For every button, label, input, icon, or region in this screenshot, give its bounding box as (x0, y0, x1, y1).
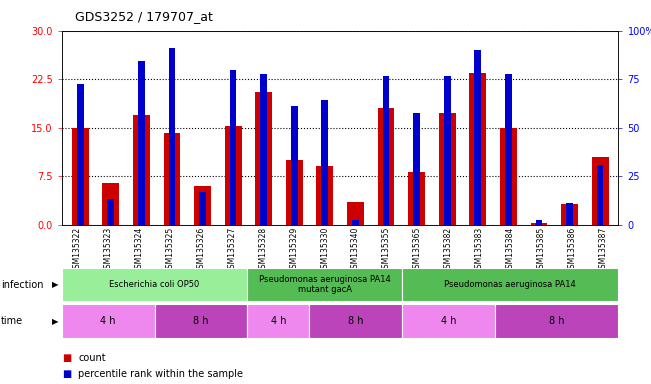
Bar (505, 74, 512, 225)
Bar (138, 61, 145, 225)
Bar (62, 268, 247, 301)
Bar (316, 167, 333, 225)
Bar (102, 183, 119, 225)
Text: GSM135326: GSM135326 (197, 227, 206, 273)
Text: percentile rank within the sample: percentile rank within the sample (78, 369, 243, 379)
Text: 8 h: 8 h (193, 316, 209, 326)
Text: Pseudomonas aeruginosa PA14
mutant gacA: Pseudomonas aeruginosa PA14 mutant gacA (259, 275, 391, 294)
Text: count: count (78, 353, 105, 363)
Bar (133, 115, 150, 225)
Bar (225, 126, 242, 225)
Text: GSM135322: GSM135322 (73, 227, 82, 273)
Text: GSM135383: GSM135383 (475, 227, 484, 273)
Bar (291, 106, 298, 225)
Text: GSM135386: GSM135386 (568, 227, 577, 273)
Text: 8 h: 8 h (348, 316, 363, 326)
Bar (169, 48, 175, 225)
Text: time: time (1, 316, 23, 326)
Text: GSM135325: GSM135325 (165, 227, 174, 273)
Bar (597, 164, 603, 225)
Bar (402, 268, 618, 301)
Bar (154, 304, 247, 338)
Text: GSM135385: GSM135385 (536, 227, 546, 273)
Bar (536, 220, 542, 225)
Bar (469, 73, 486, 225)
Text: GSM135329: GSM135329 (289, 227, 298, 273)
Bar (163, 133, 180, 225)
Text: ■: ■ (62, 353, 71, 363)
Bar (383, 76, 389, 225)
Bar (402, 304, 495, 338)
Text: 4 h: 4 h (100, 316, 116, 326)
Text: Pseudomonas aeruginosa PA14: Pseudomonas aeruginosa PA14 (445, 280, 576, 289)
Bar (77, 84, 83, 225)
Bar (439, 113, 456, 225)
Text: infection: infection (1, 280, 43, 290)
Bar (408, 172, 425, 225)
Text: 8 h: 8 h (549, 316, 564, 326)
Bar (199, 192, 206, 225)
Bar (107, 199, 114, 225)
Text: ▶: ▶ (52, 280, 59, 289)
Text: GSM135327: GSM135327 (227, 227, 236, 273)
Bar (475, 50, 481, 225)
Bar (444, 76, 450, 225)
Bar (322, 100, 328, 225)
Bar (413, 113, 420, 225)
Bar (194, 186, 211, 225)
Text: ■: ■ (62, 369, 71, 379)
Bar (247, 268, 402, 301)
Bar (230, 70, 236, 225)
Bar (247, 304, 309, 338)
Text: GSM135328: GSM135328 (258, 227, 268, 273)
Text: 4 h: 4 h (441, 316, 456, 326)
Text: GSM135384: GSM135384 (506, 227, 515, 273)
Bar (592, 157, 609, 225)
Bar (531, 223, 547, 225)
Text: GSM135323: GSM135323 (104, 227, 113, 273)
Text: GSM135324: GSM135324 (135, 227, 144, 273)
Bar (347, 202, 364, 225)
Text: ▶: ▶ (52, 316, 59, 326)
Bar (566, 203, 573, 225)
Bar (500, 128, 517, 225)
Bar (309, 304, 402, 338)
Text: GSM135340: GSM135340 (351, 227, 360, 273)
Text: 4 h: 4 h (271, 316, 286, 326)
Text: GSM135387: GSM135387 (598, 227, 607, 273)
Bar (495, 304, 618, 338)
Text: GDS3252 / 179707_at: GDS3252 / 179707_at (75, 10, 213, 23)
Text: GSM135365: GSM135365 (413, 227, 422, 273)
Bar (72, 128, 89, 225)
Text: GSM135382: GSM135382 (444, 227, 453, 273)
Bar (352, 220, 359, 225)
Bar (260, 74, 267, 225)
Text: Escherichia coli OP50: Escherichia coli OP50 (109, 280, 200, 289)
Bar (286, 160, 303, 225)
Text: GSM135330: GSM135330 (320, 227, 329, 273)
Bar (378, 108, 395, 225)
Bar (62, 304, 154, 338)
Bar (255, 92, 272, 225)
Bar (561, 204, 578, 225)
Text: GSM135355: GSM135355 (382, 227, 391, 273)
